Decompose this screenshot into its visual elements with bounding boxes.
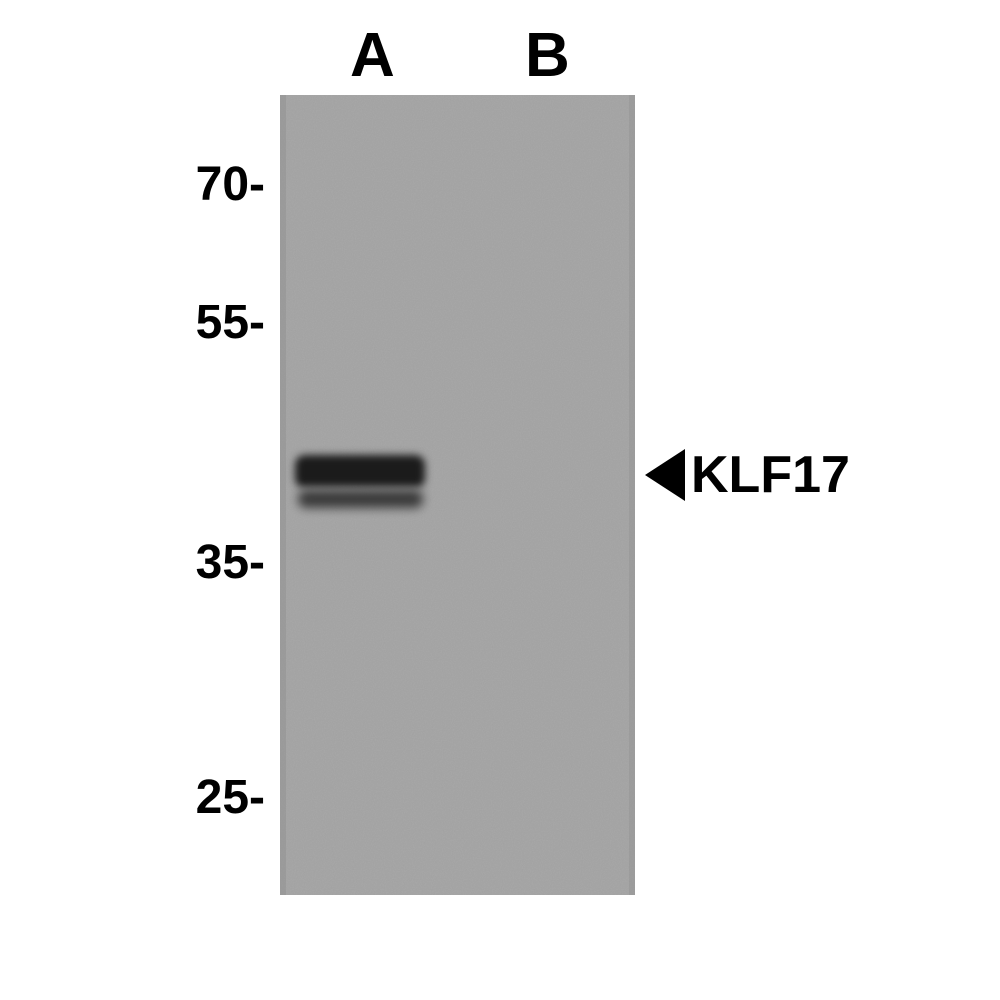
arrow-left-icon <box>645 449 685 501</box>
mw-marker-25: 25- <box>165 770 265 825</box>
mw-marker-70: 70- <box>165 157 265 212</box>
target-name: KLF17 <box>691 445 850 505</box>
band-lane-a-main <box>295 455 425 487</box>
target-label: KLF17 <box>645 445 850 505</box>
mw-marker-55: 55- <box>165 295 265 350</box>
mw-marker-35: 35- <box>165 535 265 590</box>
band-lane-a-secondary <box>298 490 423 508</box>
lane-label-b: B <box>525 20 570 91</box>
lane-label-a: A <box>350 20 395 91</box>
